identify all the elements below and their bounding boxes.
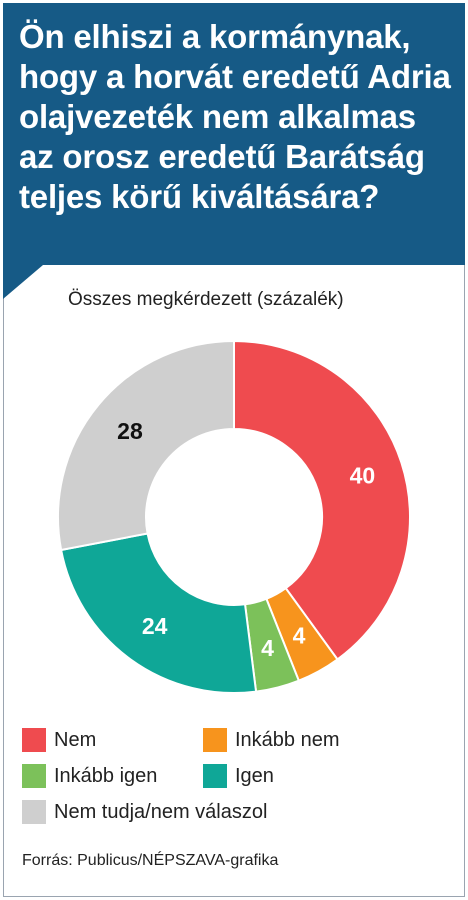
slice-value-label: 28 [117,418,143,444]
legend-label: Inkább nem [235,728,340,751]
donut-chart: 40 44 24 28 [57,339,411,694]
legend-swatch [22,764,46,788]
legend-item-nem-tudja: Nem tudja/nem válaszol [22,800,267,824]
legend-swatch [22,800,46,824]
legend-label: Igen [235,764,274,787]
source-note: Forrás: Publicus/NÉPSZAVA-grafika [22,852,279,869]
donut-slice-nem [233,339,411,661]
chart-subtitle: Összes megkérdezett (százalék) [68,289,344,310]
chart-title: Ön elhiszi a kormánynak, hogy a horvát e… [19,18,451,215]
legend-item-inkabb-nem: Inkább nem [203,728,340,752]
legend: Nem Inkább nem Inkább igen Igen Nem tudj… [0,722,468,842]
slice-value-label: 40 [350,462,376,488]
title-banner: Ön elhiszi a kormánynak, hogy a horvát e… [3,3,465,265]
legend-item-inkabb-igen: Inkább igen [22,764,157,788]
slice-value-label: 24 [142,613,168,639]
slice-value-label: 4 [293,622,306,648]
donut-slice-igen [59,532,258,694]
slice-value-label: 4 [261,635,274,661]
legend-label: Inkább igen [54,764,158,787]
legend-label: Nem tudja/nem válaszol [54,800,268,823]
donut-slice-nem-tudja-nem-v-laszol [57,339,235,552]
legend-swatch [203,764,227,788]
legend-swatch [22,728,46,752]
legend-item-nem: Nem [22,728,96,752]
legend-label: Nem [54,728,97,751]
legend-swatch [203,728,227,752]
banner-notch [3,265,43,299]
legend-item-igen: Igen [203,764,274,788]
